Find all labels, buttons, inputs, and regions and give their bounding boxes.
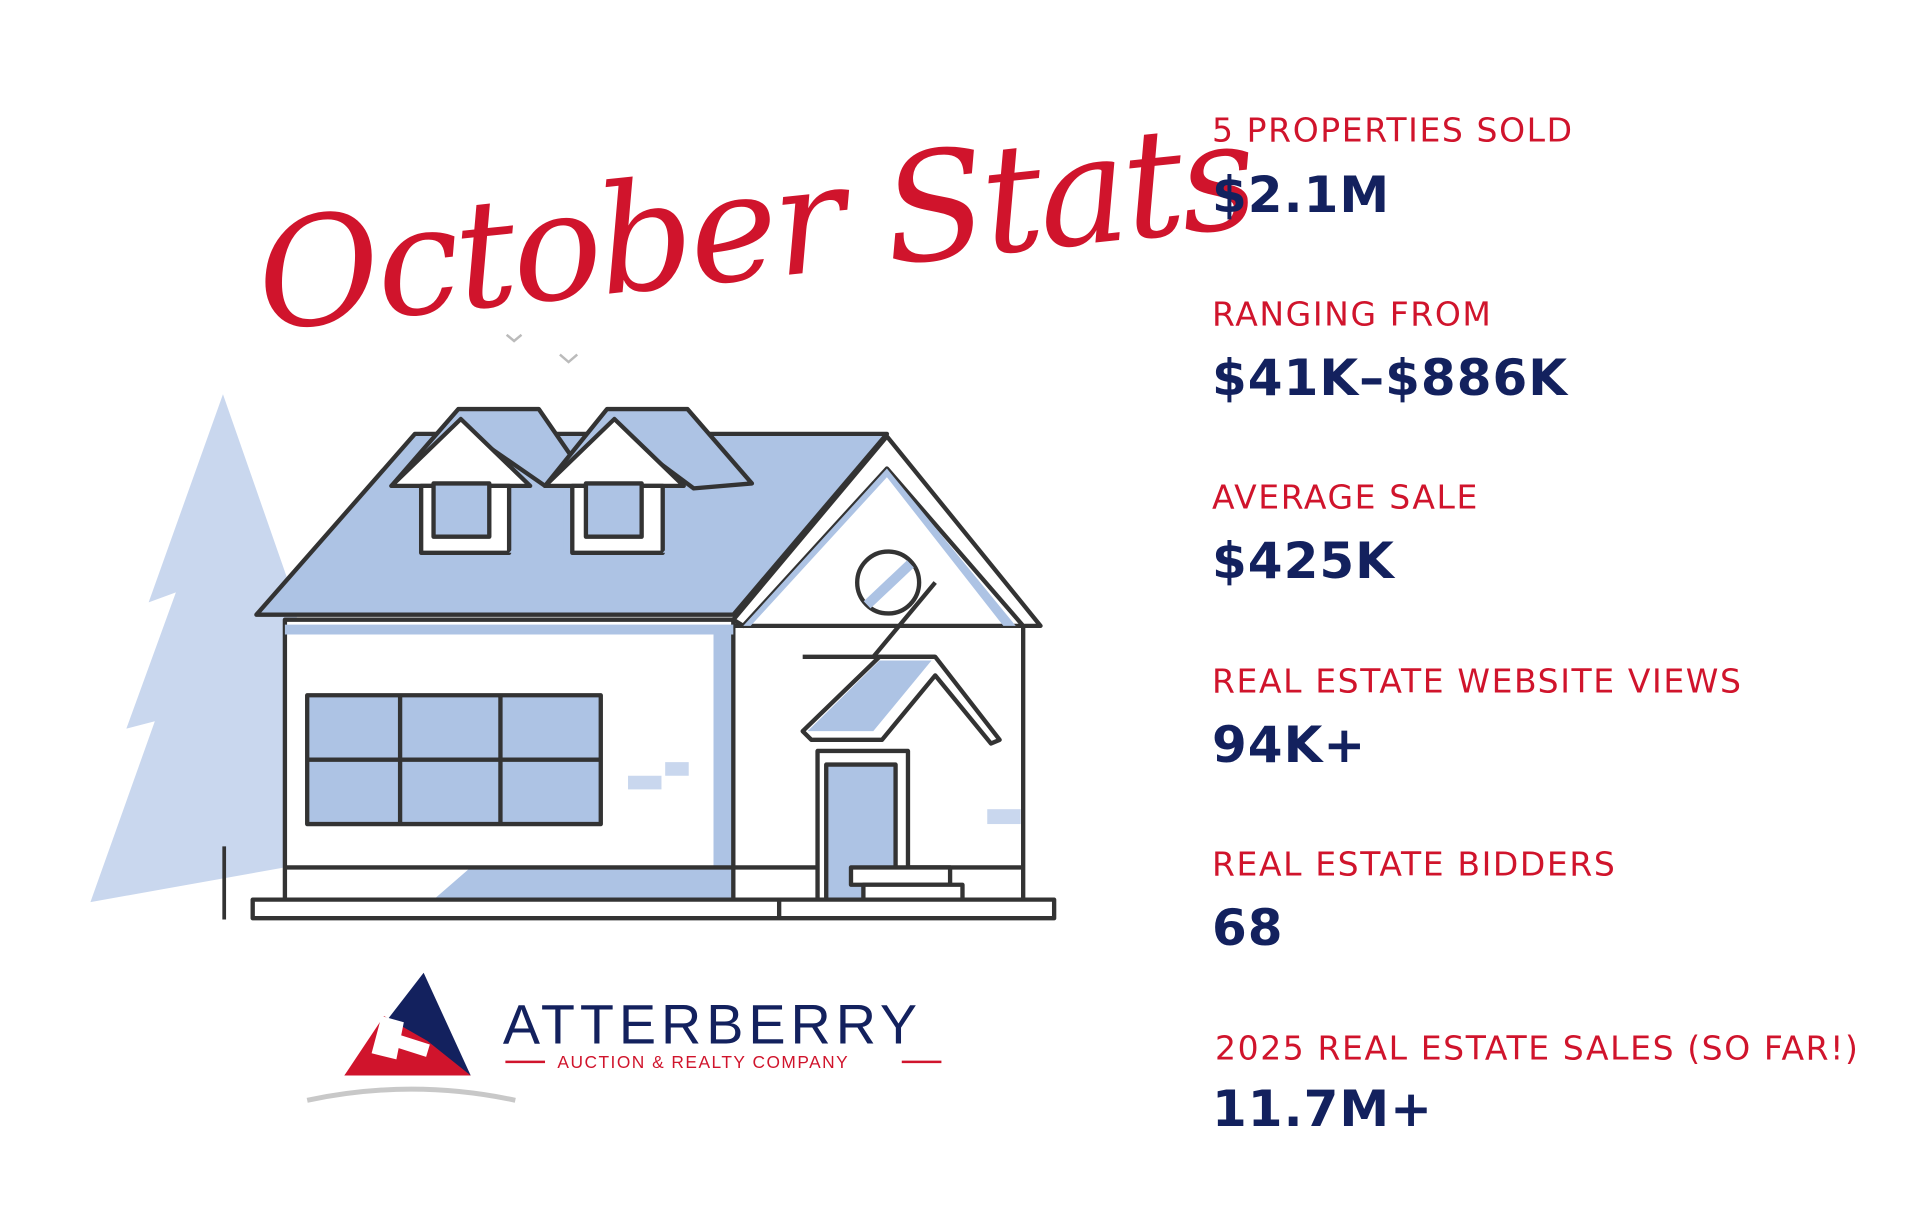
stat-label: 5 PROPERTIES SOLD: [1212, 110, 1574, 150]
atterberry-logo: ATTERBERRY AUCTION & REALTY COMPANY: [306, 972, 942, 1103]
stat-value: 68: [1212, 899, 1284, 957]
stat-label: AVERAGE SALE: [1212, 477, 1479, 517]
stat-value: 11.7M+: [1212, 1080, 1434, 1138]
stat-label: REAL ESTATE WEBSITE VIEWS: [1212, 661, 1743, 701]
stat-label: RANGING FROM: [1212, 294, 1493, 334]
stat-value: 94K+: [1212, 716, 1367, 774]
stat-label: 2025 REAL ESTATE SALES (SO FAR!): [1215, 1028, 1860, 1068]
stat-label: REAL ESTATE BIDDERS: [1212, 844, 1617, 884]
stat-value: $2.1M: [1212, 166, 1391, 224]
tree-icon: [90, 394, 298, 903]
bird-icon: [505, 333, 523, 343]
logo-name: ATTERBERRY: [503, 993, 922, 1055]
stat-value: $41K–$886K: [1212, 349, 1569, 407]
logo-tagline: AUCTION & REALTY COMPANY: [557, 1052, 849, 1072]
stat-value: $425K: [1212, 532, 1395, 590]
bird-icon: [559, 353, 579, 364]
